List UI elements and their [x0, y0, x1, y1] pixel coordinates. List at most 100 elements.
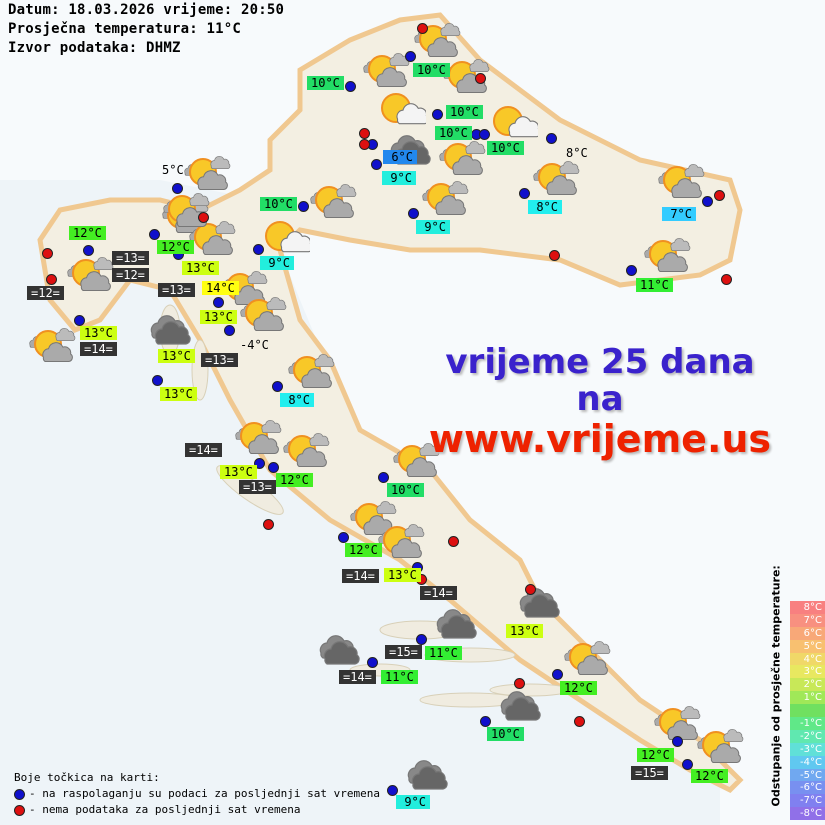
- station-temperature-label: 9°C: [260, 256, 294, 270]
- dot-legend: Boje točkica na karti: - na raspolaganju…: [14, 770, 380, 818]
- station-dot-available[interactable]: [432, 109, 443, 120]
- station-dot-unavailable[interactable]: [549, 250, 560, 261]
- station-temperature-label: 11°C: [636, 278, 673, 292]
- station-dot-available[interactable]: [546, 133, 557, 144]
- partly-cloudy-icon: [283, 433, 330, 468]
- station-dot-unavailable[interactable]: [525, 584, 536, 595]
- station-dot-available[interactable]: [152, 375, 163, 386]
- station-dot-available[interactable]: [672, 736, 683, 747]
- station-dot-available[interactable]: [378, 472, 389, 483]
- scale-step: 6°C: [790, 626, 825, 640]
- blue-dot-icon: [14, 788, 25, 800]
- station-dot-unavailable[interactable]: [475, 73, 486, 84]
- station-dot-available[interactable]: [224, 325, 235, 336]
- station-dot-available[interactable]: [479, 129, 490, 140]
- partly-cloudy-icon: [310, 184, 357, 219]
- station-dot-available[interactable]: [367, 657, 378, 668]
- legend-item-available: - na raspolaganju su podaci za posljednj…: [14, 786, 380, 802]
- station-dot-available[interactable]: [338, 532, 349, 543]
- station-dot-available[interactable]: [254, 458, 265, 469]
- station-dot-available[interactable]: [552, 669, 563, 680]
- partly-cloudy-icon: [564, 641, 611, 676]
- station-temperature-label: 13°C: [506, 624, 543, 638]
- station-dot-unavailable[interactable]: [263, 519, 274, 530]
- station-dot-available[interactable]: [253, 244, 264, 255]
- station-dot-available[interactable]: [416, 634, 427, 645]
- station-temperature-label: 10°C: [435, 126, 472, 140]
- partly-cloudy-icon: [654, 706, 701, 741]
- station-dot-unavailable[interactable]: [417, 23, 428, 34]
- sun-light-cloud-icon: [493, 106, 538, 138]
- station-dot-available[interactable]: [298, 201, 309, 212]
- scale-step: [790, 704, 825, 718]
- station-temperature-label: 10°C: [487, 141, 524, 155]
- partly-cloudy-icon: [393, 443, 440, 478]
- station-dot-available[interactable]: [371, 159, 382, 170]
- station-dot-available[interactable]: [272, 381, 283, 392]
- station-dot-unavailable[interactable]: [42, 248, 53, 259]
- station-dot-available[interactable]: [702, 196, 713, 207]
- station-dot-available[interactable]: [626, 265, 637, 276]
- station-dot-available[interactable]: [213, 297, 224, 308]
- station-temperature-label: 12°C: [345, 543, 382, 557]
- partly-cloudy-icon: [439, 141, 486, 176]
- station-temperature-label: 13°C: [182, 261, 219, 275]
- station-dot-available[interactable]: [83, 245, 94, 256]
- scale-step: -5°C: [790, 768, 825, 782]
- legend-unavailable-text: - nema podataka za posljednji sat vremen…: [29, 803, 301, 816]
- scale-step: -7°C: [790, 794, 825, 808]
- legend-available-text: - na raspolaganju su podaci za posljednj…: [29, 787, 380, 800]
- station-dot-available[interactable]: [345, 81, 356, 92]
- partly-cloudy-icon: [658, 164, 705, 199]
- station-temperature-label: 12°C: [276, 473, 313, 487]
- station-dot-unavailable[interactable]: [714, 190, 725, 201]
- station-dot-available[interactable]: [387, 785, 398, 796]
- station-dot-unavailable[interactable]: [721, 274, 732, 285]
- promo-website-link[interactable]: www.vrijeme.us: [428, 417, 772, 461]
- station-dot-unavailable[interactable]: [574, 716, 585, 727]
- scale-step: -3°C: [790, 742, 825, 756]
- station-dot-unavailable[interactable]: [514, 678, 525, 689]
- sea-temperature-label: =14=: [80, 342, 117, 356]
- station-temperature-text: -4°C: [240, 338, 269, 352]
- station-dot-available[interactable]: [408, 208, 419, 219]
- legend-title: Boje točkica na karti:: [14, 771, 160, 784]
- sea-temperature-label: =13=: [239, 480, 276, 494]
- station-temperature-label: 11°C: [381, 670, 418, 684]
- temperature-deviation-scale: 8°C 7°C 6°C 5°C 4°C 3°C 2°C 1°C -1°C -2°C -3°C -4°C…: [790, 601, 825, 821]
- station-temperature-label: 8°C: [528, 200, 562, 214]
- sea-temperature-label: =13=: [158, 283, 195, 297]
- station-temperature-label: 9°C: [382, 171, 416, 185]
- cloudy-icon: [519, 588, 560, 618]
- scale-step: 7°C: [790, 613, 825, 627]
- station-temperature-label: 13°C: [220, 465, 257, 479]
- sea-temperature-label: =14=: [339, 670, 376, 684]
- station-dot-unavailable[interactable]: [198, 212, 209, 223]
- station-temperature-label: 12°C: [157, 240, 194, 254]
- sea-temperature-label: =12=: [112, 268, 149, 282]
- partly-cloudy-icon: [29, 328, 76, 363]
- partly-cloudy-icon: [189, 221, 236, 256]
- station-temperature-label: 9°C: [416, 220, 450, 234]
- cloudy-icon: [436, 609, 477, 639]
- station-dot-unavailable[interactable]: [359, 128, 370, 139]
- station-dot-available[interactable]: [682, 759, 693, 770]
- partly-cloudy-icon: [235, 420, 282, 455]
- station-temperature-label: 13°C: [158, 349, 195, 363]
- partly-cloudy-icon: [697, 729, 744, 764]
- station-temperature-label: 11°C: [425, 646, 462, 660]
- station-dot-unavailable[interactable]: [46, 274, 57, 285]
- station-dot-available[interactable]: [74, 315, 85, 326]
- station-dot-available[interactable]: [149, 229, 160, 240]
- partly-cloudy-icon: [288, 354, 335, 389]
- sea-temperature-label: =13=: [201, 353, 238, 367]
- station-dot-available[interactable]: [405, 51, 416, 62]
- station-dot-unavailable[interactable]: [359, 139, 370, 150]
- partly-cloudy-icon: [414, 23, 461, 58]
- station-dot-available[interactable]: [519, 188, 530, 199]
- scale-title: Odstupanje od prosječne temperature:: [769, 565, 783, 807]
- station-dot-available[interactable]: [268, 462, 279, 473]
- station-dot-unavailable[interactable]: [448, 536, 459, 547]
- station-dot-available[interactable]: [480, 716, 491, 727]
- station-dot-available[interactable]: [172, 183, 183, 194]
